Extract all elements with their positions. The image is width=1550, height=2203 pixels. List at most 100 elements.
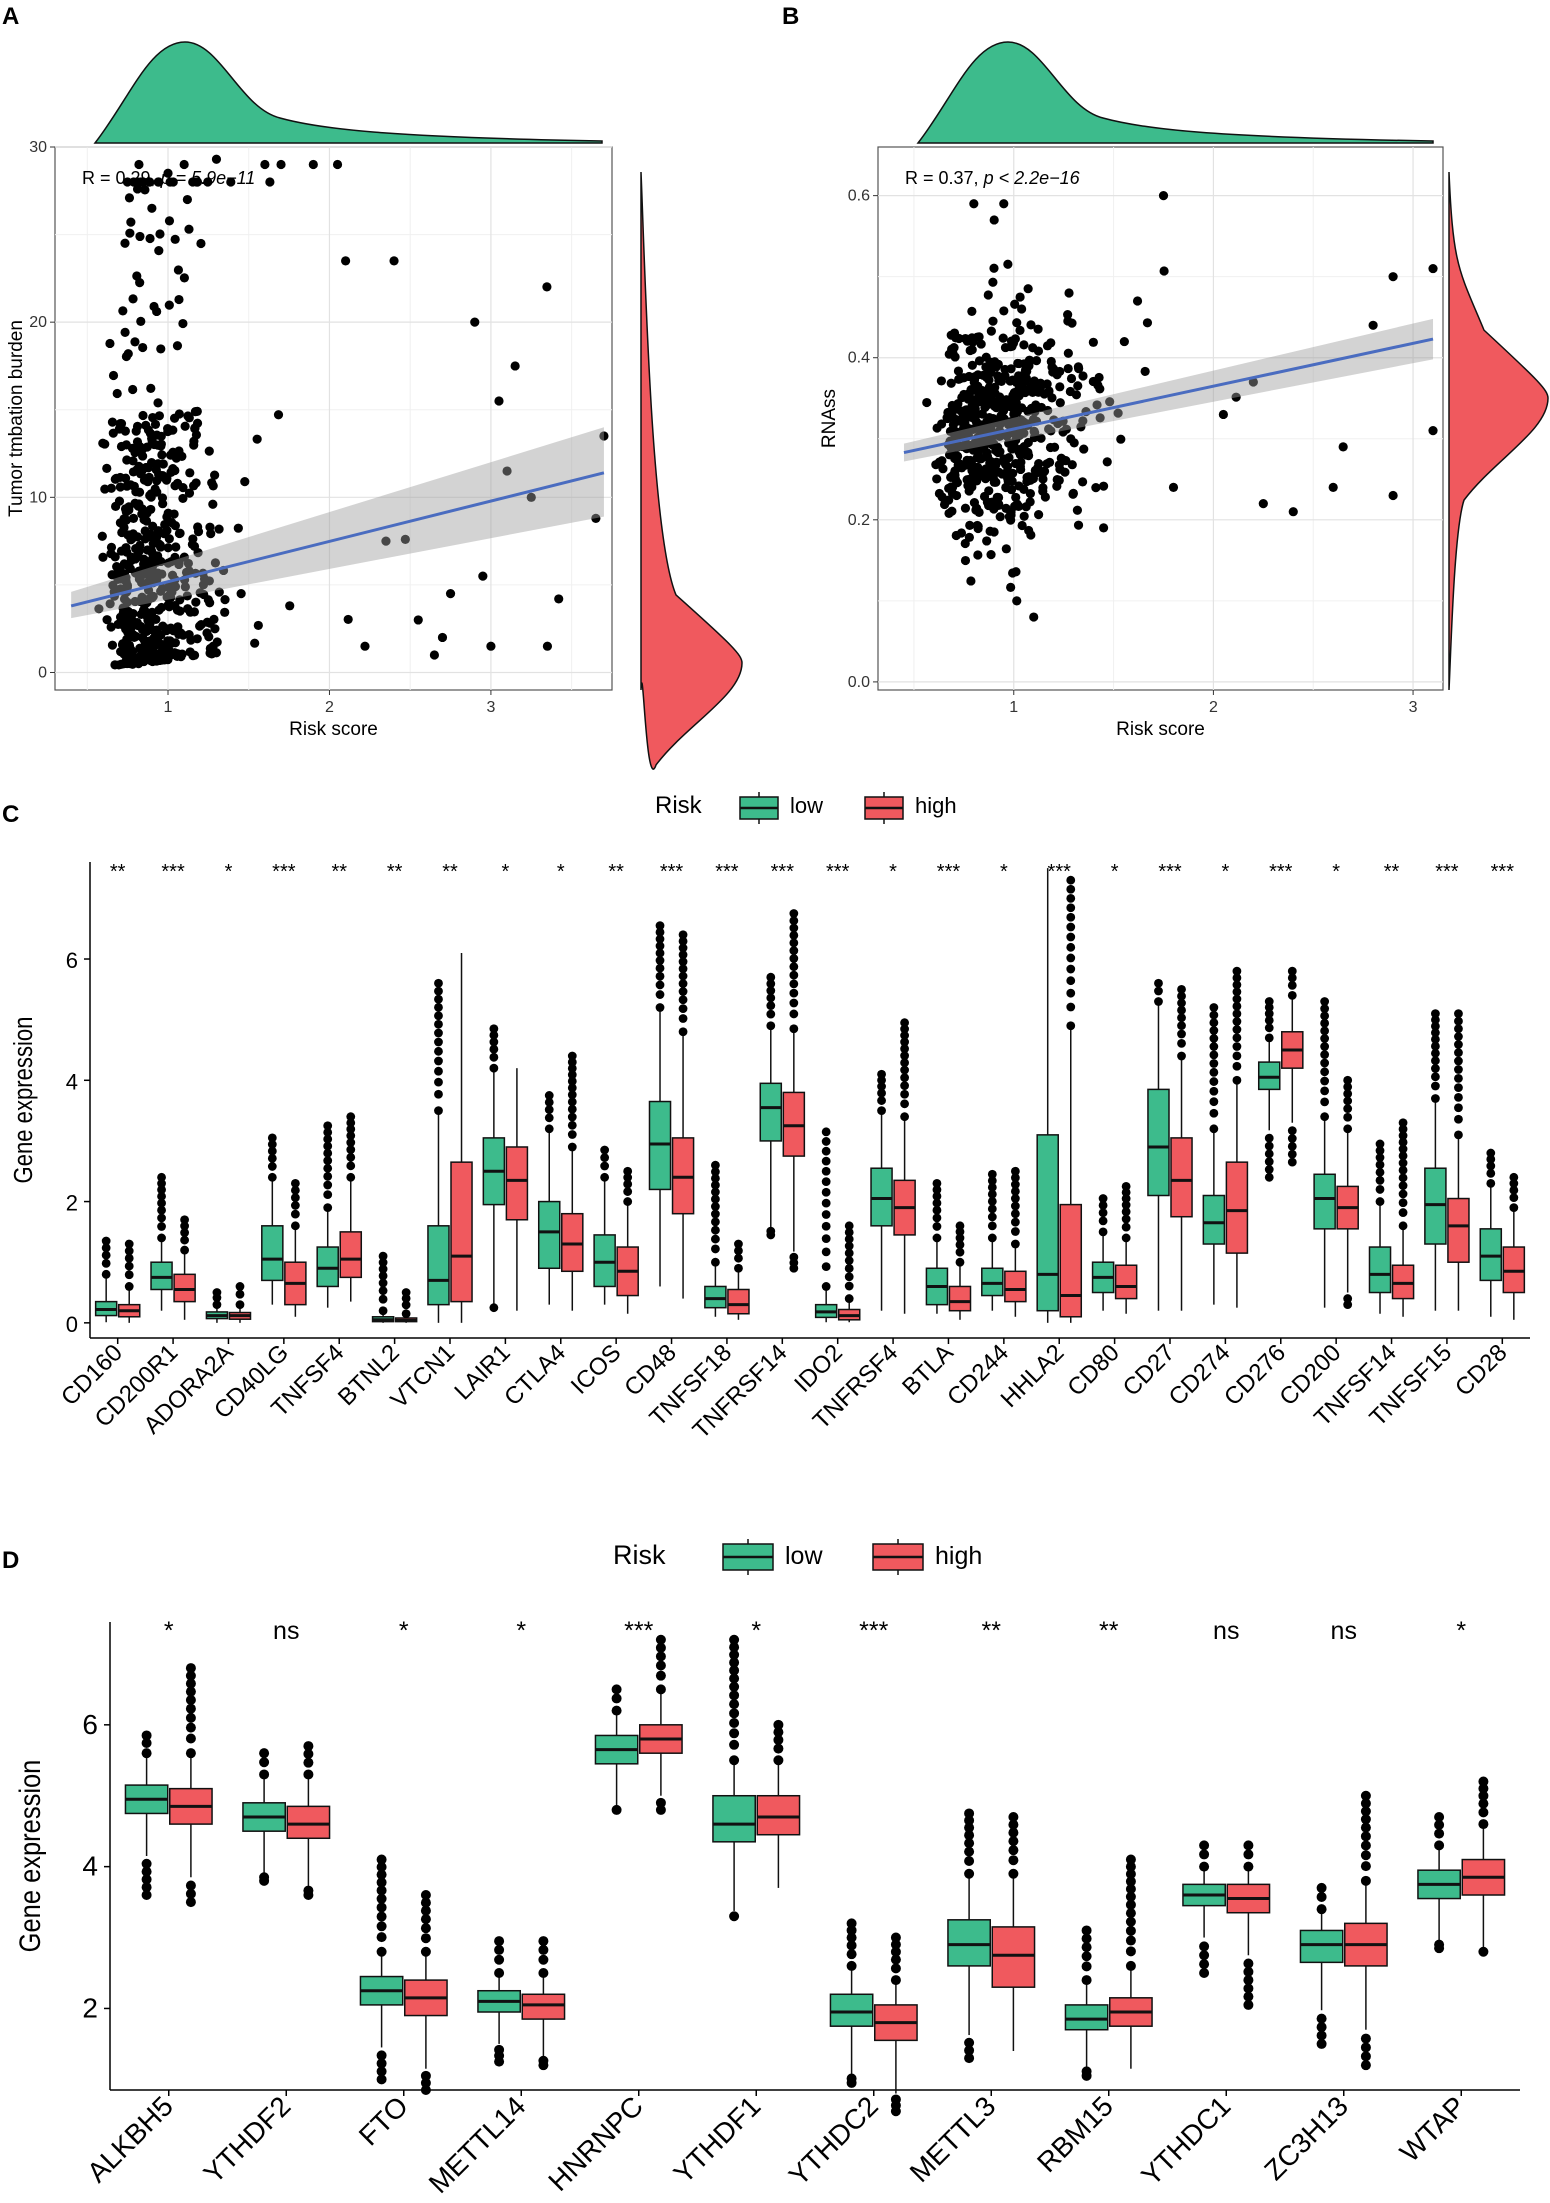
scatter-point	[1019, 511, 1029, 521]
outlier-low	[1320, 1004, 1330, 1014]
scatter-point	[133, 621, 143, 631]
scatter-point	[147, 203, 157, 213]
scatter-point	[1065, 386, 1075, 397]
scatter-point	[1001, 459, 1011, 470]
scatter-point	[1006, 416, 1016, 427]
legend-label-high: high	[935, 1542, 982, 1570]
outlier-high	[1125, 1876, 1136, 1887]
outlier-high	[1360, 1850, 1371, 1861]
outlier-low	[1264, 1009, 1274, 1019]
outlier-low	[1316, 2038, 1327, 2049]
outlier-high	[1010, 1166, 1020, 1176]
outlier-low	[141, 1748, 152, 1759]
outlier-high	[844, 1234, 854, 1244]
box-high	[1170, 1137, 1193, 1218]
outlier-low	[964, 1808, 975, 1819]
box-high	[286, 1805, 331, 1840]
outlier-low	[655, 980, 665, 990]
outlier-high	[655, 1797, 666, 1808]
outlier-high	[1287, 966, 1297, 976]
scatter-point	[486, 641, 496, 651]
gene-group-ythdc2: *** YTHDC2	[783, 1617, 918, 2191]
outlier-low	[821, 1210, 831, 1219]
outlier-high	[1125, 1899, 1136, 1910]
outlier-high	[185, 1686, 196, 1697]
outlier-high	[538, 1944, 549, 1955]
scatter-point	[94, 604, 104, 614]
outlier-high	[567, 1051, 577, 1061]
outlier-high	[538, 2055, 549, 2066]
scatter-point	[162, 624, 173, 634]
outlier-high	[844, 1272, 854, 1282]
scatter-point	[1142, 318, 1153, 328]
scatter-point	[1055, 398, 1065, 408]
outlier-high	[655, 1642, 666, 1653]
outlier-low	[932, 1185, 942, 1195]
scatter-point	[967, 360, 977, 370]
outlier-low	[821, 1282, 831, 1291]
scatter-point	[129, 481, 139, 491]
outlier-low	[1081, 1942, 1092, 1953]
scatter-point	[1067, 318, 1077, 328]
outlier-high	[1232, 1001, 1242, 1011]
outlier-low	[932, 1222, 942, 1231]
scatter-point	[142, 626, 152, 637]
scatter-point	[1079, 444, 1089, 454]
scatter-point	[950, 401, 961, 412]
significance-label: *	[1221, 861, 1229, 883]
scatter-point	[1060, 467, 1070, 477]
outlier-high	[346, 1138, 356, 1147]
scatter-point	[164, 216, 175, 226]
scatter-point	[965, 455, 975, 466]
outlier-high	[623, 1166, 633, 1176]
outlier-high	[789, 923, 799, 933]
scatter-point	[141, 420, 151, 430]
outlier-low	[1199, 1849, 1210, 1860]
outlier-low	[1316, 2022, 1327, 2033]
outlier-high	[1454, 1083, 1463, 1093]
outlier-high	[678, 979, 688, 989]
x-tick-label: CD80	[1062, 1339, 1124, 1401]
marginal-density-y	[640, 171, 743, 770]
outlier-high	[185, 1663, 196, 1674]
outlier-high	[1454, 1114, 1463, 1124]
outlier-low	[611, 1693, 622, 1704]
outlier-low	[376, 1932, 387, 1943]
scatter-point	[105, 599, 115, 609]
outlier-low	[1081, 1933, 1092, 1944]
box-high	[1225, 1161, 1249, 1254]
outlier-low	[1320, 1042, 1330, 1051]
gene-group-vtcn1: **VTCN1	[386, 861, 473, 1414]
scatter-point	[1428, 263, 1438, 274]
gene-group-cd27: ***CD27	[1118, 861, 1193, 1402]
scatter-point	[205, 648, 215, 658]
outlier-low	[434, 1089, 443, 1099]
scatter-point	[107, 640, 118, 650]
scatter-point	[982, 448, 992, 458]
scatter-point	[133, 532, 143, 542]
outlier-low	[1434, 1939, 1445, 1950]
outlier-high	[900, 1044, 909, 1054]
outlier-high	[623, 1173, 633, 1182]
outlier-low	[212, 1288, 222, 1297]
outlier-high	[420, 1890, 431, 1900]
scatter-point	[932, 423, 942, 433]
outlier-low	[611, 1684, 622, 1695]
y-axis-label: RNAss	[819, 389, 840, 448]
scatter-point	[1095, 413, 1105, 423]
scatter-point	[134, 574, 144, 584]
scatter-point	[1049, 442, 1060, 452]
scatter-point	[995, 447, 1005, 457]
box-high	[521, 1993, 566, 2020]
scatter-point	[132, 271, 142, 281]
scatter-point	[125, 563, 135, 574]
scatter-point	[1072, 505, 1083, 515]
gene-group-icos: ** ICOS	[566, 861, 639, 1400]
scatter-point	[163, 168, 173, 178]
outlier-high	[1343, 1089, 1353, 1099]
scatter-point	[1038, 483, 1048, 493]
scatter-point	[1011, 377, 1022, 388]
scatter-point	[988, 277, 998, 287]
box-low	[704, 1285, 727, 1309]
outlier-high	[567, 1070, 577, 1080]
